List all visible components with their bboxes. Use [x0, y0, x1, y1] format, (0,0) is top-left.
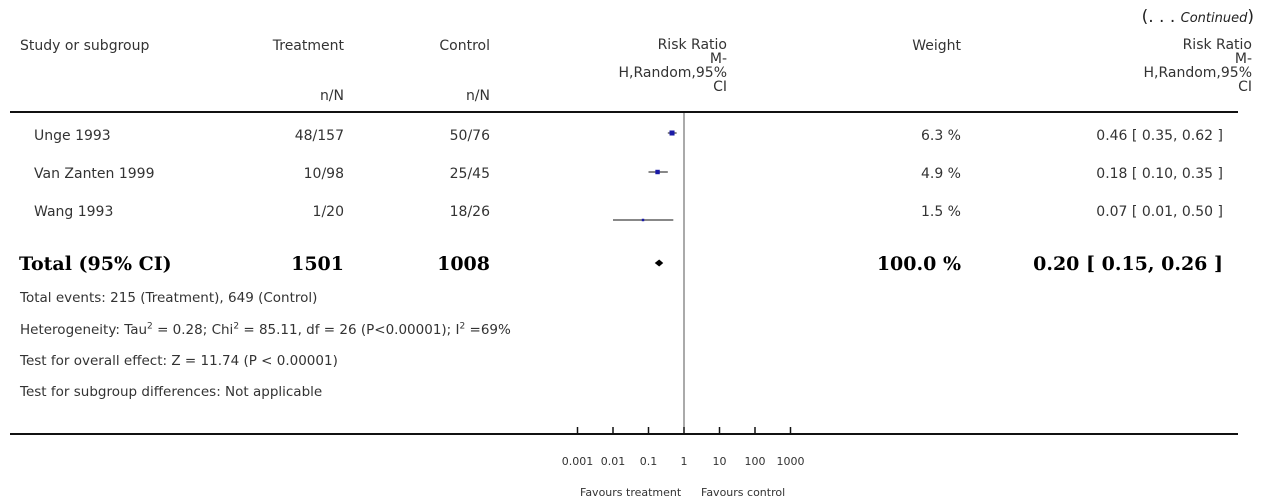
continued-close: ) — [1247, 7, 1254, 27]
header-study: Study or subgroup — [20, 38, 150, 54]
favours-treatment-label: Favours treatment — [580, 486, 682, 499]
continued-ellipsis: (. . . — [1141, 7, 1181, 27]
table-row-control: 18/26 — [449, 204, 490, 220]
header-rr2-line-2: M- — [1234, 51, 1252, 67]
header-treatment-sub: n/N — [319, 88, 344, 104]
subgroup-differences-note: Test for subgroup differences: Not appli… — [20, 384, 323, 400]
favours-control-label: Favours control — [701, 486, 786, 499]
table-row-study: Van Zanten 1999 — [34, 166, 155, 182]
pooled-diamond — [654, 259, 664, 267]
header-rr-line-4: CI — [713, 79, 727, 95]
header-control-sub: n/N — [465, 88, 490, 104]
table-row-ci: 0.18 [ 0.10, 0.35 ] — [1096, 166, 1223, 182]
header-rr-line-3: H,Random,95% — [618, 65, 727, 81]
continued-word: Continued — [1180, 11, 1248, 26]
table-row-treatment: 48/157 — [294, 128, 344, 144]
table-row-control: 25/45 — [449, 166, 490, 182]
header-rr-line-1: Risk Ratio — [657, 37, 727, 53]
header-rule — [10, 111, 1238, 113]
header-risk-ratio: Risk Ratio M- H,Random,95% CI — [618, 38, 727, 94]
axis-tick-label: 10 — [713, 455, 727, 468]
het-sup-i: 2 — [459, 321, 466, 332]
bottom-rule — [10, 433, 1238, 435]
header-weight: Weight — [912, 38, 961, 54]
header-rr2-line-1: Risk Ratio — [1182, 37, 1252, 53]
table-row-study: Unge 1993 — [34, 128, 111, 144]
effect-square — [655, 169, 660, 175]
table-row-weight: 1.5 % — [920, 204, 961, 220]
heterogeneity-note: Heterogeneity: Tau2 = 0.28; Chi2 = 85.11… — [20, 322, 511, 338]
table-row-control: 50/76 — [449, 128, 490, 144]
table-row-ci: 0.07 [ 0.01, 0.50 ] — [1096, 204, 1223, 220]
table-row-treatment: 1/20 — [312, 204, 344, 220]
continued-label: (. . . Continued) — [1142, 7, 1254, 27]
table-row-weight: 4.9 % — [920, 166, 961, 182]
het-part-a: Heterogeneity: Tau — [20, 322, 148, 338]
effect-square — [669, 130, 675, 136]
het-sup-chi: 2 — [233, 321, 240, 332]
het-part-d: =69% — [465, 322, 511, 338]
table-row-study: Wang 1993 — [34, 204, 114, 220]
axis-tick-label: 0.01 — [601, 455, 626, 468]
het-part-b: = 0.28; Chi — [152, 322, 234, 338]
axis-tick-label: 1000 — [777, 455, 805, 468]
table-row-ci: 0.46 [ 0.35, 0.62 ] — [1096, 128, 1223, 144]
header-treatment: Treatment — [272, 38, 344, 54]
header-risk-ratio-ci: Risk Ratio M- H,Random,95% CI — [1143, 38, 1252, 94]
header-rr2-line-3: H,Random,95% — [1143, 65, 1252, 81]
effect-square — [641, 218, 645, 222]
axis-tick-label: 0.001 — [562, 455, 594, 468]
table-row-weight: 6.3 % — [920, 128, 961, 144]
total-events-note: Total events: 215 (Treatment), 649 (Cont… — [20, 290, 318, 306]
header-rr-line-2: M- — [709, 51, 727, 67]
axis-tick-label: 0.1 — [640, 455, 658, 468]
total-weight: 100.0 % — [876, 253, 961, 275]
header-rr2-line-4: CI — [1238, 79, 1252, 95]
overall-effect-note: Test for overall effect: Z = 11.74 (P < … — [20, 353, 338, 369]
total-label: Total (95% CI) — [19, 253, 172, 275]
header-control: Control — [439, 38, 490, 54]
total-control: 1008 — [437, 253, 490, 275]
axis-tick-label: 100 — [745, 455, 766, 468]
axis-tick-label: 1 — [681, 455, 688, 468]
het-sup-tau: 2 — [147, 321, 153, 332]
het-part-c: = 85.11, df = 26 (P<0.00001); I — [239, 322, 460, 338]
total-treatment: 1501 — [291, 253, 344, 275]
table-row-treatment: 10/98 — [303, 166, 344, 182]
total-ci: 0.20 [ 0.15, 0.26 ] — [1033, 253, 1223, 275]
